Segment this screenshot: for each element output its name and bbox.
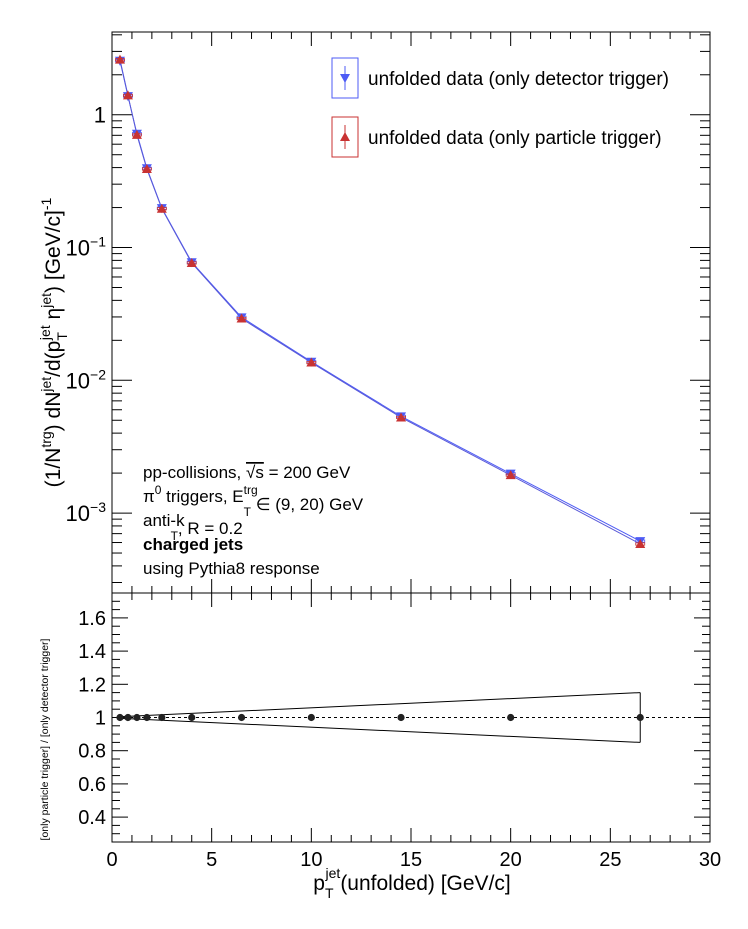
top-y-tick-label: 10−3 [66, 499, 107, 526]
ratio-point [124, 713, 132, 722]
bottom-y-tick-label: 1.6 [78, 608, 106, 630]
top-y-tick-label-exponent: −3 [90, 499, 106, 515]
ylabel-sup: jet [38, 377, 54, 393]
annotation-span: π [143, 487, 155, 506]
xlabel-sup: jet [325, 865, 341, 881]
bottom-frame [111, 592, 711, 843]
legend-box-2 [331, 116, 359, 158]
particle-trigger-point [156, 203, 167, 213]
particle-trigger-point [186, 257, 197, 267]
x-tick-label: 15 [400, 849, 422, 871]
x-tick-label: 0 [106, 849, 117, 871]
ylabel-part: η [42, 308, 65, 326]
legend-marker-2 [340, 132, 350, 141]
x-tick-label: 25 [599, 849, 621, 871]
ylabel-part: ) dN [42, 392, 65, 432]
ylabel-sup: trg [38, 431, 54, 447]
top-y-tick-label: 1 [94, 103, 106, 128]
particle-trigger-point [635, 538, 646, 548]
annotation-span: T [171, 529, 179, 543]
bottom-y-axis-title: [only particle trigger] / [only detector… [39, 638, 51, 840]
legend-label-1: unfolded data (only detector trigger) [368, 69, 669, 90]
annotation-line-3: anti-k T, R = 0.2 [143, 511, 243, 543]
top-y-tick-label-exponent: −1 [90, 234, 106, 250]
annotation-span: , R = 0.2 [178, 519, 243, 538]
annotation-span: charged jets [143, 535, 243, 554]
top-frame [111, 31, 711, 594]
annotation-span: T [244, 505, 252, 519]
top-y-tick-label-mantissa: 10 [66, 501, 90, 526]
annotation-span: using Pythia8 response [143, 559, 320, 578]
particle-trigger-point [306, 357, 317, 367]
error-band-upper [119, 692, 641, 718]
annotation-line-2: π0 triggers, Etrg T ∈ (9, 20) GeV [143, 483, 364, 519]
x-tick-label: 10 [300, 849, 322, 871]
ylabel-part: /d(p [42, 341, 65, 377]
top-y-axis-title: (1/Ntrg) dNjet/d(pTjet ηjet) [GeV/c]-1 [37, 197, 70, 487]
x-tick-label: 30 [699, 849, 721, 871]
ylabel-sup: jet [37, 325, 53, 341]
ylabel-sub: T [54, 332, 70, 341]
bottom-y-tick-label: 1.4 [78, 641, 106, 663]
annotation-span: trg [244, 483, 258, 497]
bottom-y-tick-label: 0.6 [78, 774, 106, 796]
particle-trigger-point [114, 54, 125, 64]
annotation-line-5: using Pythia8 response [143, 559, 320, 578]
bottom-panel: 0 5 10 15 20 25 30 0.4 0.6 0.8 1 1.2 1.4 1.6 [only par… [39, 592, 721, 901]
x-tick-label: 5 [206, 849, 217, 871]
annotation-span: anti-k [143, 511, 185, 530]
particle-trigger-point [505, 470, 516, 480]
x-tick-label: 20 [500, 849, 522, 871]
ratio-point [133, 713, 141, 722]
ratio-point [307, 713, 315, 722]
top-panel: 110−110−210−3(1/Ntrg) dNjet/d(pTjet ηjet… [37, 31, 711, 594]
legend-box-1 [331, 57, 359, 99]
particle-trigger-point [131, 129, 142, 139]
top-y-tick-label-mantissa: 10 [66, 236, 90, 261]
ratio-point [143, 713, 151, 722]
top-y-tick-label-mantissa: 10 [66, 368, 90, 393]
top-y-tick-label: 10−2 [66, 366, 107, 393]
annotation-span: √s [246, 463, 264, 482]
particle-trigger-point [236, 313, 247, 323]
particle-trigger-point [396, 412, 407, 422]
particle-trigger-point [141, 164, 152, 174]
xlabel-main: p [313, 872, 325, 895]
ratio-point [188, 713, 196, 722]
legend-label-2: unfolded data (only particle trigger) [368, 128, 662, 149]
ratio-point [237, 713, 246, 722]
ratio-point [507, 713, 515, 722]
ylabel-part: ) [GeV/c] [42, 210, 65, 293]
top-y-tick-label-text: 1 [94, 103, 106, 128]
ratio-point [397, 713, 405, 722]
xlabel-tail: (unfolded) [GeV/c] [340, 872, 510, 895]
bottom-y-tick-label: 0.8 [78, 741, 106, 763]
ratio-point [116, 713, 124, 722]
x-axis-title: pTjet(unfolded) [GeV/c] [313, 865, 510, 901]
annotation-span: triggers, E [161, 487, 243, 506]
annotation-span: pp-collisions, [143, 463, 246, 482]
bottom-y-tick-label: 1 [95, 708, 106, 730]
ylabel-part: (1/N [42, 448, 65, 488]
particle-trigger-point [122, 90, 133, 100]
annotation-span: 0 [155, 483, 162, 497]
annotation-span: = 200 GeV [264, 463, 351, 482]
top-y-tick-label: 10−1 [66, 234, 107, 261]
ratio-point [158, 713, 166, 722]
bottom-y-tick-label: 1.2 [78, 674, 106, 696]
error-band-lower [119, 717, 641, 743]
annotation-line-4: charged jets [143, 535, 243, 554]
xlabel-sub: T [325, 885, 334, 901]
ylabel-sup: jet [38, 293, 54, 309]
bottom-y-tick-label: 0.4 [78, 807, 106, 829]
top-y-tick-label-exponent: −2 [90, 366, 106, 382]
legend-marker-1 [340, 74, 350, 83]
ratio-point [636, 713, 644, 722]
annotation-span: ∈ (9, 20) GeV [251, 495, 364, 514]
ylabel-sup: -1 [38, 197, 54, 210]
annotation-line-1: pp-collisions, √s = 200 GeV [143, 463, 351, 482]
